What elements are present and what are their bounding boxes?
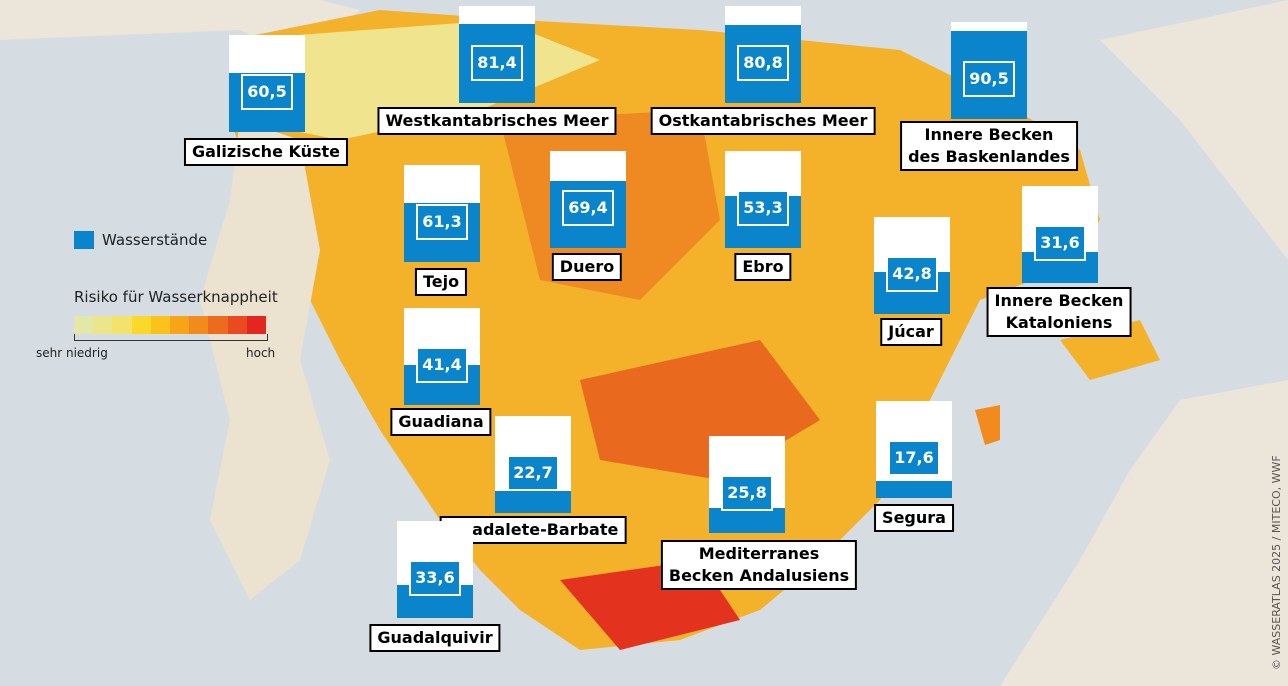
region-label: Ostkantabrisches Meer <box>650 107 876 135</box>
island <box>975 405 1000 445</box>
value-label: 60,5 <box>241 74 293 110</box>
region-label: Guadalquivir <box>369 624 501 652</box>
gauge: 31,6 <box>1022 186 1098 283</box>
value-label: 17,6 <box>888 440 940 476</box>
scale-low: sehr niedrig <box>36 346 108 360</box>
gauge: 69,4 <box>550 151 626 248</box>
value-label: 61,3 <box>416 204 468 240</box>
value-label: 22,7 <box>507 455 559 491</box>
portugal <box>200 120 330 600</box>
scale-title: Risiko für Wasserknappheit <box>74 288 278 306</box>
scale-swatch <box>169 316 190 334</box>
scale-swatch <box>227 316 247 334</box>
value-label: 53,3 <box>737 190 789 226</box>
scale-high: hoch <box>246 346 276 360</box>
region-label: Júcar <box>880 318 942 346</box>
value-label: 41,4 <box>416 347 468 383</box>
value-label: 90,5 <box>963 61 1015 97</box>
value-label: 33,6 <box>409 560 461 596</box>
gauge: 60,5 <box>229 35 305 132</box>
land <box>1000 0 1288 686</box>
region-label: Galizische Küste <box>183 138 349 166</box>
gauge: 81,4 <box>459 6 535 103</box>
value-label: 69,4 <box>562 190 614 226</box>
value-label: 81,4 <box>471 45 523 81</box>
gauge: 61,3 <box>404 165 480 262</box>
scale-swatch <box>93 316 113 334</box>
region-label: Innere Becken des Baskenlandes <box>900 121 1078 171</box>
region-label: Ebro <box>734 253 792 281</box>
scale-swatch <box>74 316 94 334</box>
value-label: 42,8 <box>886 256 938 292</box>
scale-bracket <box>74 334 268 341</box>
legend-label: Wasserstände <box>102 231 208 249</box>
scale-swatch <box>150 316 170 334</box>
gauge: 22,7 <box>495 416 571 513</box>
gauge: 53,3 <box>725 151 801 248</box>
gauge: 41,4 <box>404 308 480 405</box>
gauge-fill <box>495 490 571 513</box>
region-label: Mediterranes Becken Andalusiens <box>660 540 858 590</box>
gauge: 33,6 <box>397 521 473 618</box>
gauge: 80,8 <box>725 6 801 103</box>
scale-swatch <box>208 316 228 334</box>
region-label: Segura <box>874 504 954 532</box>
region-label: Guadiana <box>390 408 492 436</box>
source: © WASSERATLAS 2025 / MITECO, WWF <box>1270 455 1283 670</box>
scale-swatch <box>189 316 209 334</box>
region-label: Duero <box>551 253 623 281</box>
value-label: 31,6 <box>1034 225 1086 261</box>
scale-swatch <box>112 316 132 334</box>
region-label: Innere Becken Kataloniens <box>986 287 1132 337</box>
legend-swatch <box>74 231 94 249</box>
scale-swatch <box>246 316 266 334</box>
value-label: 25,8 <box>721 475 773 511</box>
region-label: Tejo <box>414 268 468 296</box>
gauge-fill <box>876 480 952 498</box>
color-scale <box>74 316 266 334</box>
region-label: Guadalete-Barbate <box>439 516 627 544</box>
region-label: Westkantabrisches Meer <box>377 107 617 135</box>
gauge: 42,8 <box>874 217 950 314</box>
gauge-fill <box>709 507 785 533</box>
scale-swatch <box>131 316 151 334</box>
value-label: 80,8 <box>737 45 789 81</box>
gauge: 17,6 <box>876 401 952 498</box>
gauge: 25,8 <box>709 436 785 533</box>
gauge: 90,5 <box>951 22 1027 119</box>
